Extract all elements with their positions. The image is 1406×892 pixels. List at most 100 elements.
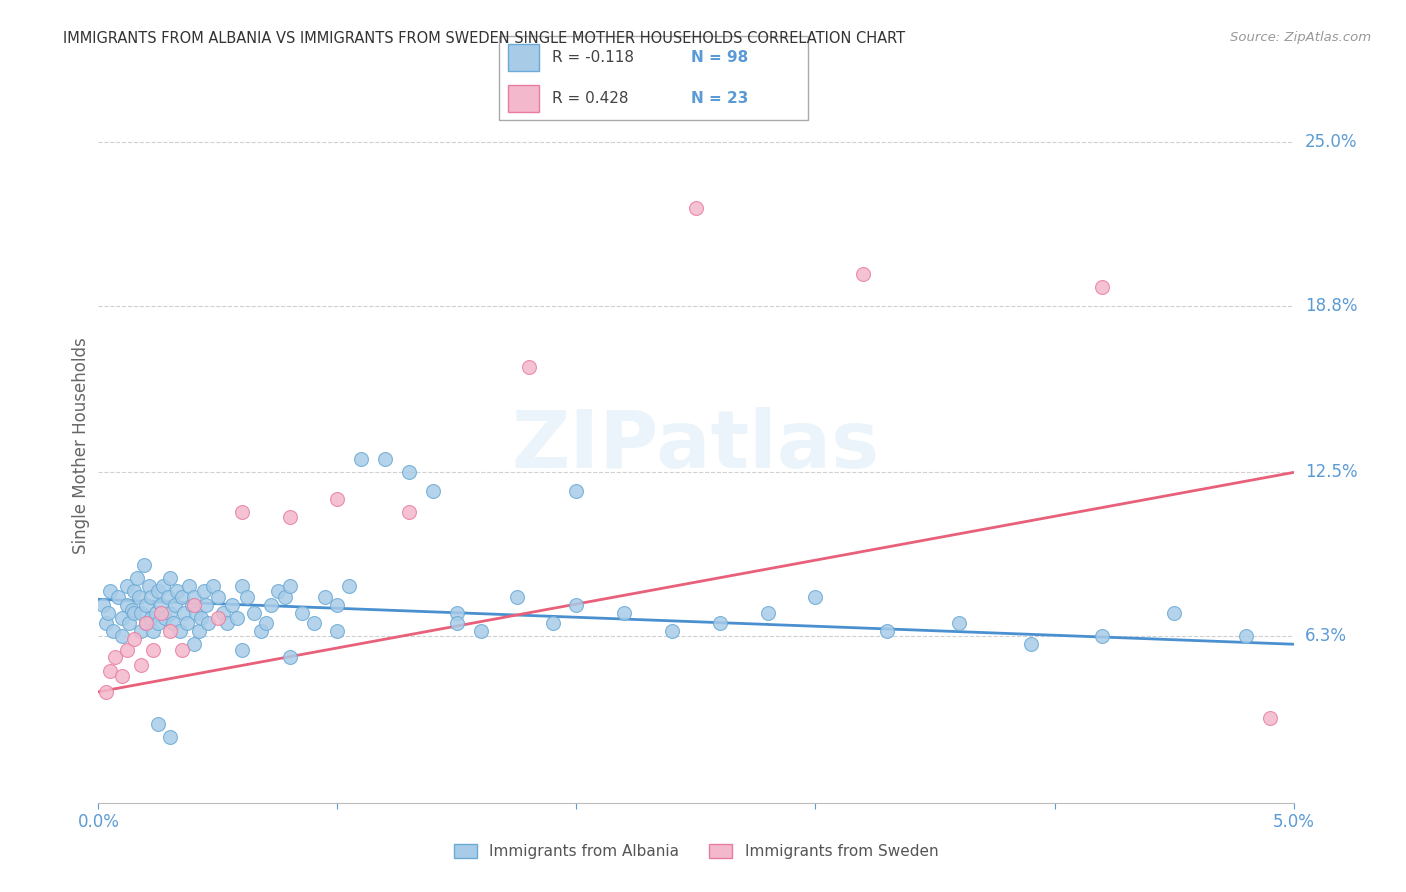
Point — [139, 611, 162, 625]
Point — [148, 716, 170, 731]
Point — [1091, 280, 1114, 294]
Point — [101, 624, 124, 638]
Point — [197, 616, 219, 631]
Point — [115, 579, 138, 593]
Text: N = 23: N = 23 — [690, 91, 748, 106]
Point — [179, 579, 201, 593]
Point — [94, 685, 117, 699]
Point — [278, 650, 301, 665]
Legend: Immigrants from Albania, Immigrants from Sweden: Immigrants from Albania, Immigrants from… — [454, 845, 938, 859]
Point — [350, 452, 373, 467]
Point — [166, 584, 188, 599]
Point — [124, 632, 146, 646]
Point — [278, 510, 301, 524]
Point — [278, 579, 301, 593]
Point — [339, 579, 361, 593]
Text: IMMIGRANTS FROM ALBANIA VS IMMIGRANTS FROM SWEDEN SINGLE MOTHER HOUSEHOLDS CORRE: IMMIGRANTS FROM ALBANIA VS IMMIGRANTS FR… — [63, 31, 905, 46]
Text: N = 98: N = 98 — [690, 50, 748, 65]
Point — [254, 616, 277, 631]
Point — [104, 650, 127, 665]
Point — [231, 642, 253, 657]
Point — [565, 483, 588, 498]
Point — [128, 590, 150, 604]
Point — [94, 616, 117, 631]
Point — [231, 579, 253, 593]
Point — [145, 606, 167, 620]
Point — [163, 598, 186, 612]
Point — [517, 359, 540, 374]
Text: R = 0.428: R = 0.428 — [551, 91, 628, 106]
Point — [852, 267, 875, 281]
Point — [139, 590, 162, 604]
Point — [398, 505, 420, 519]
Point — [162, 616, 184, 631]
Point — [159, 624, 181, 638]
Point — [142, 624, 165, 638]
Point — [1091, 629, 1114, 643]
Point — [202, 579, 225, 593]
Point — [183, 590, 205, 604]
Point — [207, 590, 229, 604]
Point — [124, 606, 146, 620]
Point — [267, 584, 290, 599]
Point — [190, 611, 212, 625]
Point — [148, 616, 170, 631]
Point — [195, 598, 218, 612]
Point — [613, 606, 636, 620]
Point — [124, 584, 146, 599]
Point — [98, 664, 122, 678]
Point — [804, 590, 827, 604]
Point — [291, 606, 314, 620]
Point — [231, 505, 253, 519]
Point — [274, 590, 297, 604]
Point — [142, 642, 165, 657]
Point — [302, 616, 325, 631]
Point — [1234, 629, 1257, 643]
Point — [187, 624, 209, 638]
Point — [374, 452, 396, 467]
Point — [948, 616, 970, 631]
Point — [446, 606, 468, 620]
Point — [172, 642, 194, 657]
Point — [186, 606, 208, 620]
Point — [118, 616, 141, 631]
Point — [315, 590, 337, 604]
Point — [207, 611, 229, 625]
Point — [398, 466, 420, 480]
Point — [876, 624, 898, 638]
Point — [149, 606, 172, 620]
FancyBboxPatch shape — [509, 45, 540, 71]
Point — [132, 558, 155, 572]
FancyBboxPatch shape — [509, 85, 540, 112]
Point — [111, 669, 134, 683]
Text: 18.8%: 18.8% — [1305, 297, 1357, 315]
Point — [125, 571, 148, 585]
Point — [1258, 711, 1281, 725]
Point — [115, 598, 138, 612]
Point — [326, 491, 349, 506]
Point — [169, 624, 191, 638]
Point — [541, 616, 564, 631]
Point — [217, 616, 239, 631]
Text: 25.0%: 25.0% — [1305, 133, 1357, 151]
Point — [211, 606, 233, 620]
Point — [148, 584, 170, 599]
Point — [159, 730, 181, 744]
Point — [506, 590, 529, 604]
Point — [326, 598, 349, 612]
Point — [756, 606, 779, 620]
Point — [259, 598, 281, 612]
Text: 12.5%: 12.5% — [1305, 464, 1357, 482]
FancyBboxPatch shape — [499, 36, 808, 120]
Point — [709, 616, 731, 631]
Point — [565, 598, 588, 612]
Point — [98, 584, 122, 599]
Point — [135, 598, 157, 612]
Point — [135, 616, 157, 631]
Point — [131, 606, 153, 620]
Point — [138, 579, 160, 593]
Point — [685, 201, 707, 215]
Point — [470, 624, 492, 638]
Point — [193, 584, 215, 599]
Y-axis label: Single Mother Households: Single Mother Households — [72, 338, 90, 554]
